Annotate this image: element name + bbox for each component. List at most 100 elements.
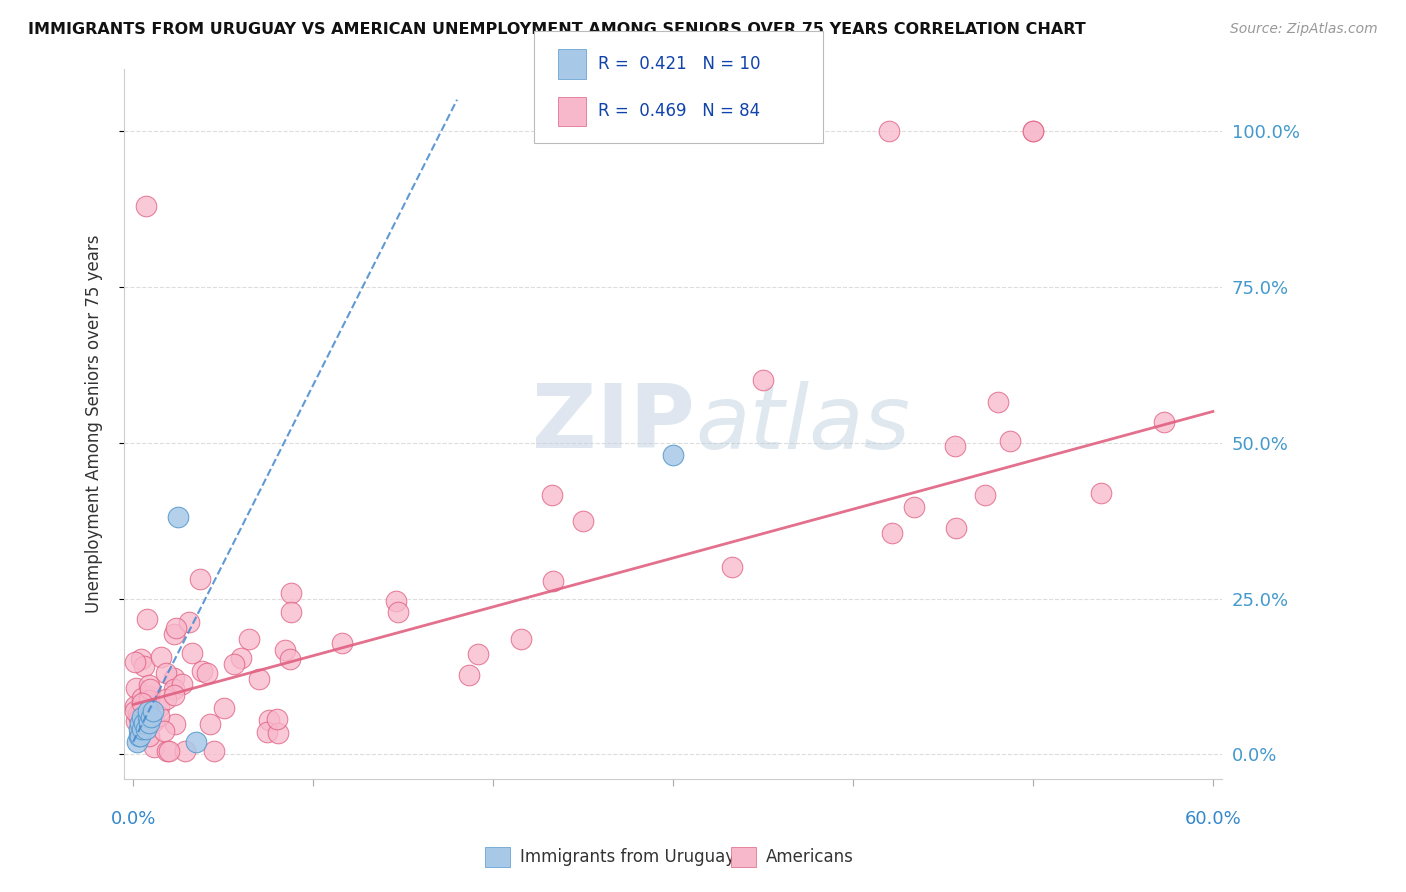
Point — [163, 671, 186, 685]
Point — [129, 651, 152, 665]
Point — [157, 744, 180, 758]
Point — [280, 586, 302, 600]
Point — [200, 716, 222, 731]
Point — [266, 712, 288, 726]
Point — [135, 199, 157, 213]
Point — [139, 681, 162, 696]
Point — [124, 704, 146, 718]
Text: 60.0%: 60.0% — [1184, 810, 1241, 828]
Point — [128, 711, 150, 725]
Point — [174, 744, 197, 758]
Point — [943, 439, 966, 453]
Text: IMMIGRANTS FROM URUGUAY VS AMERICAN UNEMPLOYMENT AMONG SENIORS OVER 75 YEARS COR: IMMIGRANTS FROM URUGUAY VS AMERICAN UNEM… — [28, 22, 1085, 37]
Point — [136, 704, 159, 718]
Point — [142, 704, 165, 718]
Point — [129, 716, 152, 731]
Point — [136, 710, 159, 724]
Point — [128, 729, 150, 743]
Point — [945, 521, 967, 535]
Point — [155, 666, 177, 681]
Y-axis label: Unemployment Among Seniors over 75 years: Unemployment Among Seniors over 75 years — [86, 235, 103, 613]
Text: Source: ZipAtlas.com: Source: ZipAtlas.com — [1230, 22, 1378, 37]
Point — [138, 689, 160, 703]
Point — [540, 488, 562, 502]
Point — [903, 500, 925, 514]
Point — [131, 723, 153, 737]
Point — [163, 688, 186, 702]
Text: Immigrants from Uruguay: Immigrants from Uruguay — [520, 848, 735, 866]
Point — [165, 716, 187, 731]
Point — [128, 718, 150, 732]
Point — [1022, 124, 1045, 138]
Point — [191, 665, 214, 679]
Point — [138, 716, 160, 731]
Point — [662, 448, 685, 462]
Point — [877, 124, 900, 138]
Text: atlas: atlas — [695, 381, 910, 467]
Point — [128, 723, 150, 737]
Point — [170, 676, 193, 690]
Point — [280, 605, 302, 619]
Text: ZIP: ZIP — [533, 381, 695, 467]
Point — [125, 735, 148, 749]
Point — [139, 710, 162, 724]
Text: R =  0.421   N = 10: R = 0.421 N = 10 — [598, 55, 761, 73]
Point — [129, 729, 152, 743]
Point — [238, 632, 260, 646]
Point — [188, 572, 211, 586]
Point — [148, 709, 170, 723]
Point — [330, 636, 353, 650]
Point — [167, 510, 190, 524]
Point — [752, 373, 775, 387]
Point — [1022, 124, 1045, 138]
Point — [124, 655, 146, 669]
Point — [125, 714, 148, 728]
Point — [278, 652, 301, 666]
Point — [247, 672, 270, 686]
Point — [131, 709, 153, 723]
Point — [1153, 415, 1175, 429]
Point — [155, 744, 177, 758]
Point — [163, 627, 186, 641]
Point — [132, 718, 155, 732]
Point — [572, 514, 595, 528]
Text: Americans: Americans — [766, 848, 855, 866]
Point — [543, 574, 565, 588]
Point — [131, 691, 153, 706]
Point — [197, 665, 219, 680]
Point — [124, 698, 146, 713]
Point — [131, 710, 153, 724]
Point — [229, 650, 252, 665]
Point — [510, 632, 533, 646]
Point — [165, 622, 187, 636]
Point — [387, 605, 409, 619]
Point — [155, 691, 177, 706]
Point — [224, 657, 246, 671]
Point — [135, 611, 157, 625]
Text: 0.0%: 0.0% — [111, 810, 156, 828]
Point — [162, 682, 184, 697]
Point — [880, 525, 903, 540]
Point — [987, 395, 1010, 409]
Point — [138, 729, 160, 743]
Point — [127, 706, 149, 721]
Point — [135, 723, 157, 737]
Point — [132, 658, 155, 673]
Point — [256, 725, 278, 739]
Point — [148, 700, 170, 714]
Point — [384, 593, 406, 607]
Point — [177, 615, 200, 630]
Point — [266, 726, 288, 740]
Point — [1090, 486, 1112, 500]
Point — [202, 744, 225, 758]
Point — [132, 716, 155, 731]
Point — [131, 696, 153, 710]
Point — [1000, 434, 1022, 448]
Point — [457, 667, 479, 681]
Text: R =  0.469   N = 84: R = 0.469 N = 84 — [598, 103, 759, 120]
Point — [125, 681, 148, 695]
Point — [274, 643, 297, 657]
Point — [149, 650, 172, 665]
Point — [973, 488, 995, 502]
Point — [257, 713, 280, 727]
